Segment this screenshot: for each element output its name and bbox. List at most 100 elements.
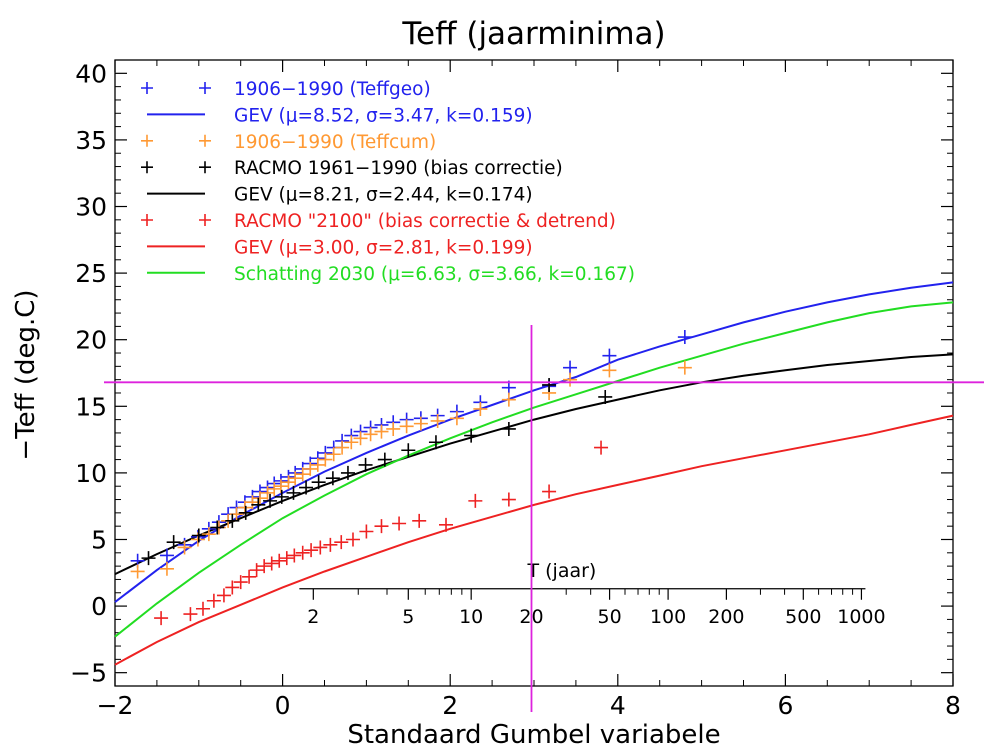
data-point-3 (377, 452, 392, 467)
y-tick-label: 30 (75, 193, 107, 222)
legend-label-0: 1906−1990 (Teffgeo) (234, 79, 431, 100)
data-point-5 (323, 537, 338, 552)
data-point-3 (428, 435, 443, 450)
legend-marker-5 (199, 214, 211, 226)
data-point-3 (401, 443, 416, 458)
legend-marker-2 (141, 134, 153, 147)
data-point-3 (598, 389, 613, 404)
data-point-5 (206, 593, 221, 608)
return-period-tick-label: 5 (402, 606, 414, 628)
data-point-2 (602, 363, 617, 378)
legend-marker-2 (199, 134, 211, 147)
return-period-tick-label: 2 (307, 606, 319, 628)
data-point-5 (225, 580, 240, 595)
data-point-2 (363, 427, 378, 442)
data-point-2 (430, 413, 445, 428)
data-point-5 (468, 493, 483, 508)
data-point-3 (358, 457, 373, 472)
data-point-5 (216, 588, 231, 603)
data-point-2 (374, 424, 389, 439)
data-point-3 (166, 535, 181, 550)
data-point-3 (263, 493, 278, 508)
gev-curve-7 (114, 301, 954, 638)
plot-frame (114, 59, 954, 687)
gev-curves (114, 281, 954, 666)
data-point-5 (249, 563, 264, 578)
data-point-5 (501, 492, 516, 507)
data-point-3 (251, 497, 266, 512)
x-tick-label: 2 (442, 691, 458, 720)
y-tick-label: 5 (91, 525, 107, 554)
reference-lines (104, 325, 984, 712)
legend-label-3: RACMO 1961−1990 (bias correctie) (234, 158, 563, 179)
y-tick-label: 35 (75, 126, 107, 155)
legend-label-4: GEV (μ=8.21, σ=2.44, k=0.174) (234, 185, 533, 206)
data-point-5 (412, 513, 427, 528)
data-point-5 (392, 516, 407, 531)
data-points (130, 330, 692, 626)
data-point-5 (233, 575, 248, 590)
data-point-3 (286, 485, 301, 500)
data-point-5 (439, 517, 454, 532)
data-point-5 (154, 611, 169, 626)
data-point-5 (359, 524, 374, 539)
legend-marker-0 (199, 82, 211, 94)
data-point-5 (345, 532, 360, 547)
y-tick-label: 20 (75, 326, 107, 355)
data-point-2 (245, 495, 260, 510)
data-point-5 (257, 559, 272, 574)
data-point-2 (252, 491, 267, 506)
data-point-2 (326, 447, 341, 462)
data-point-3 (274, 489, 289, 504)
y-tick-label: −5 (70, 659, 107, 688)
return-period-axis: T (jaar) 2 5 10 20 50 100 200 500 1000 (299, 560, 886, 628)
legend-label-1: GEV (μ=8.52, σ=3.47, k=0.159) (234, 105, 533, 126)
return-period-tick-label: 500 (785, 606, 821, 628)
return-period-axis-label: T (jaar) (527, 560, 597, 582)
data-point-2 (501, 392, 516, 407)
x-tick-label: 0 (275, 691, 291, 720)
data-point-2 (201, 527, 216, 542)
data-point-0 (159, 548, 174, 563)
data-point-3 (542, 377, 557, 392)
data-point-2 (353, 431, 368, 446)
y-tick-label: 40 (75, 59, 107, 88)
data-point-2 (335, 440, 350, 455)
x-axis-label: Standaard Gumbel variabele (347, 720, 720, 749)
legend-label-7: Schatting 2030 (μ=6.63, σ=3.66, k=0.167) (234, 264, 635, 285)
return-period-tick-label: 50 (597, 606, 621, 628)
data-point-2 (318, 452, 333, 467)
gev-curve-4 (114, 353, 954, 576)
x-tick-label: 6 (777, 691, 793, 720)
data-point-2 (295, 467, 310, 482)
data-point-3 (141, 551, 156, 566)
data-point-2 (386, 421, 401, 436)
y-tick-label: 25 (75, 259, 107, 288)
data-point-3 (311, 475, 326, 490)
x-tick-label: 8 (945, 691, 961, 720)
data-point-5 (272, 553, 287, 568)
data-point-2 (399, 419, 414, 434)
data-point-5 (313, 540, 328, 555)
data-point-0 (677, 330, 692, 345)
data-point-5 (334, 535, 349, 550)
data-point-3 (238, 505, 253, 520)
gev-curve-1 (114, 281, 954, 603)
x-tick-label: −2 (97, 691, 134, 720)
return-period-tick-label: 1000 (837, 606, 885, 628)
data-point-5 (183, 607, 198, 622)
data-point-5 (279, 551, 294, 566)
data-point-3 (325, 471, 340, 486)
legend-label-5: RACMO "2100" (bias correctie & detrend) (234, 211, 616, 232)
legend-marker-5 (141, 214, 153, 226)
legend-label-6: GEV (μ=3.00, σ=2.81, k=0.199) (234, 237, 533, 258)
data-point-2 (563, 372, 578, 387)
data-point-5 (287, 548, 302, 563)
legend-marker-3 (141, 161, 153, 174)
data-point-5 (195, 601, 210, 616)
legend: 1906−1990 (Teffgeo) GEV (μ=8.52, σ=3.47, … (141, 79, 635, 285)
return-period-tick-label: 10 (459, 606, 483, 628)
data-point-2 (267, 481, 282, 496)
data-point-3 (340, 465, 355, 480)
